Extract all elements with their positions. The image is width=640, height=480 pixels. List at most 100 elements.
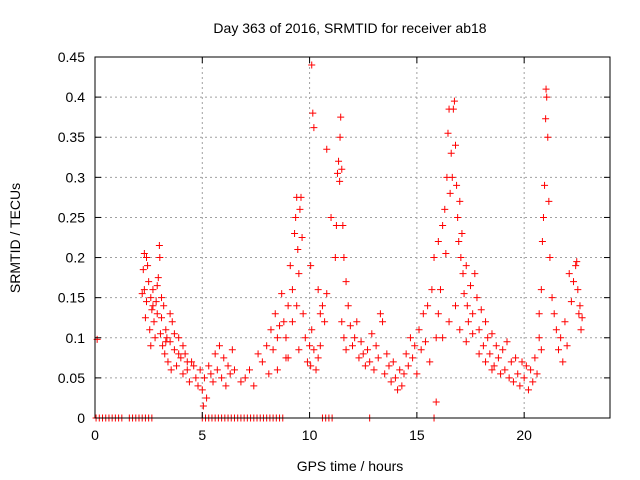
data-point — [156, 254, 164, 262]
data-point — [162, 326, 170, 334]
data-point — [424, 302, 432, 310]
data-point — [222, 382, 230, 390]
data-point — [183, 358, 191, 366]
data-point — [297, 193, 305, 201]
y-tick-label: 0 — [77, 410, 85, 426]
data-point — [430, 254, 438, 262]
data-point — [342, 278, 350, 286]
data-point — [467, 282, 475, 290]
data-point — [332, 221, 340, 229]
data-point — [460, 290, 468, 298]
data-point — [372, 342, 380, 350]
data-point — [539, 213, 547, 221]
x-tick-label: 5 — [198, 427, 206, 443]
data-point — [436, 286, 444, 294]
data-point — [323, 145, 331, 153]
data-point — [153, 310, 161, 318]
data-point — [357, 338, 365, 346]
data-point — [141, 314, 149, 322]
data-point — [177, 354, 185, 362]
data-point — [535, 334, 543, 342]
data-point — [291, 229, 299, 237]
data-point — [419, 310, 427, 318]
data-point — [314, 286, 322, 294]
data-point — [434, 310, 442, 318]
data-point — [250, 382, 258, 390]
data-point — [479, 342, 487, 350]
data-point — [213, 366, 221, 374]
data-point — [299, 310, 307, 318]
data-point — [140, 286, 148, 294]
data-point — [488, 330, 496, 338]
data-point — [209, 378, 217, 386]
data-point — [563, 342, 571, 350]
data-point — [143, 254, 150, 262]
data-point — [173, 362, 181, 370]
data-point — [226, 370, 234, 378]
data-point — [292, 213, 300, 221]
data-point — [230, 366, 238, 374]
data-point — [150, 318, 158, 326]
data-point — [331, 254, 339, 262]
data-point — [439, 221, 447, 229]
data-point — [179, 370, 187, 378]
data-point — [351, 334, 359, 342]
axis-ticks — [94, 56, 610, 419]
data-point — [376, 310, 384, 318]
data-point — [473, 294, 481, 302]
data-point — [527, 366, 535, 374]
data-point — [148, 306, 156, 314]
data-point — [469, 330, 477, 338]
data-point — [346, 322, 354, 330]
data-point — [576, 302, 584, 310]
data-point — [336, 133, 344, 141]
data-point — [361, 362, 369, 370]
data-point — [546, 254, 554, 262]
data-point — [516, 382, 524, 390]
data-point — [574, 286, 582, 294]
data-point — [192, 374, 200, 382]
data-point — [561, 318, 569, 326]
data-point — [545, 197, 553, 205]
y-tick-label: 0.25 — [58, 209, 85, 225]
data-point — [409, 354, 417, 362]
data-point — [421, 338, 429, 346]
data-point — [298, 234, 306, 241]
data-point — [445, 318, 453, 326]
data-point — [308, 326, 316, 334]
data-point — [505, 374, 513, 382]
data-point — [284, 354, 292, 362]
data-point — [512, 354, 520, 362]
data-point — [381, 370, 389, 378]
data-point — [486, 350, 494, 358]
data-point — [535, 310, 543, 318]
data-point — [432, 334, 440, 342]
data-point — [450, 97, 458, 105]
data-point — [158, 294, 166, 302]
data-point — [531, 354, 539, 362]
plot-frame — [94, 56, 611, 419]
data-point — [520, 374, 528, 382]
data-point — [179, 342, 187, 350]
data-point — [509, 378, 517, 386]
data-point — [316, 342, 324, 350]
data-point — [577, 326, 585, 334]
data-point — [355, 354, 363, 362]
data-point — [544, 133, 552, 141]
data-point — [258, 358, 266, 366]
data-point — [572, 262, 580, 270]
data-point — [280, 318, 288, 326]
data-point — [383, 350, 391, 358]
data-point — [396, 366, 404, 374]
data-point — [282, 334, 290, 342]
data-point — [441, 205, 449, 213]
data-point — [181, 350, 189, 358]
data-point — [567, 298, 575, 306]
data-point — [366, 358, 374, 366]
data-point — [550, 310, 558, 318]
data-point — [224, 362, 232, 370]
data-point — [518, 358, 526, 366]
data-point — [273, 334, 281, 342]
data-point — [503, 338, 511, 346]
